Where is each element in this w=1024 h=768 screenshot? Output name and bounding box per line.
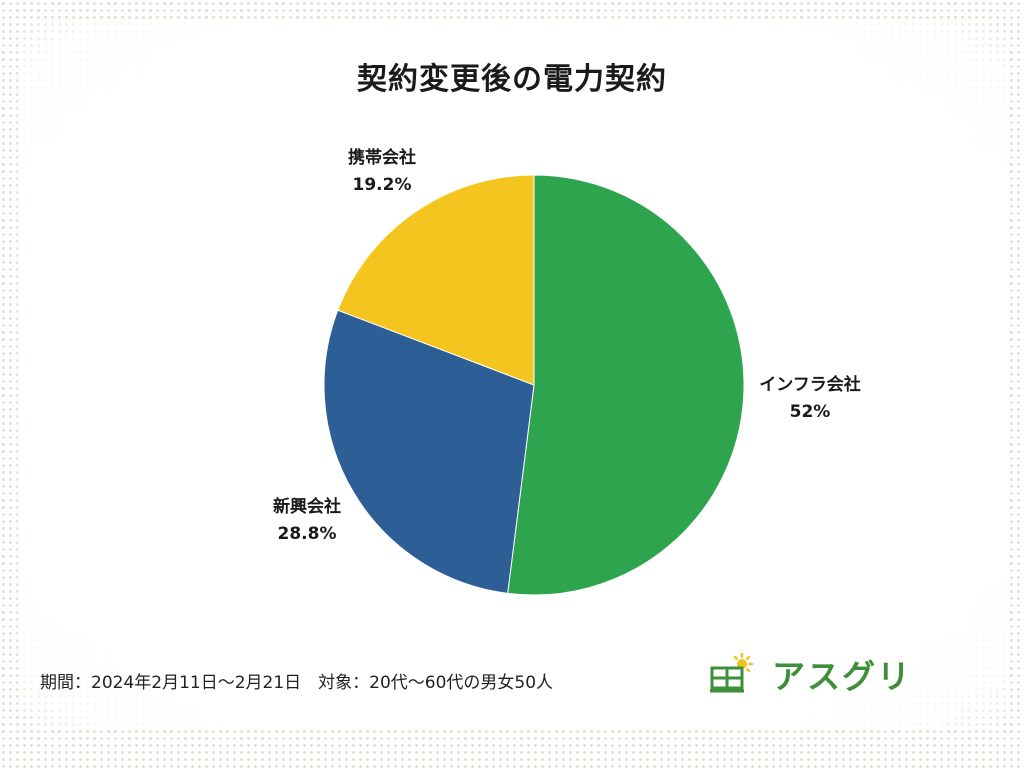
pie-slice-keitai bbox=[337, 174, 535, 386]
slice-label-infra: インフラ会社 52% bbox=[745, 372, 875, 426]
slice-label-shinko: 新興会社 28.8% bbox=[242, 494, 372, 548]
solar-panel-icon bbox=[710, 666, 744, 693]
solar-panel-sun-icon bbox=[710, 652, 754, 693]
brand-name: アスグリ bbox=[772, 657, 912, 696]
slice-value-infra: 52% bbox=[789, 402, 831, 422]
slice-label-keitai: 携帯会社 19.2% bbox=[317, 145, 447, 199]
pie-slice-shinko bbox=[323, 309, 535, 594]
chart-title: 契約変更後の電力契約 bbox=[357, 62, 667, 97]
pie-slice-infra bbox=[507, 174, 745, 596]
slice-value-keitai: 19.2% bbox=[352, 175, 412, 195]
slice-name-shinko: 新興会社 bbox=[273, 497, 341, 517]
survey-period-note: 期間：2024年2月11日〜2月21日 対象：20代〜60代の男女50人 bbox=[40, 673, 554, 693]
brand-logo: アスグリ bbox=[708, 650, 912, 698]
slice-value-shinko: 28.8% bbox=[277, 524, 337, 544]
slice-name-keitai: 携帯会社 bbox=[348, 148, 416, 168]
slice-name-infra: インフラ会社 bbox=[759, 375, 861, 395]
